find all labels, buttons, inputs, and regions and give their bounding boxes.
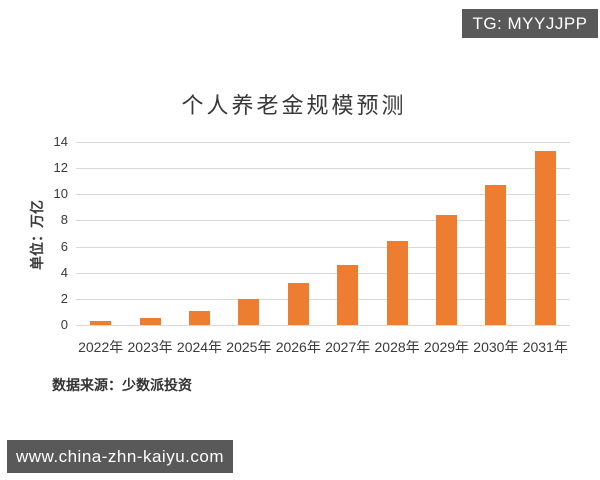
- x-tick-label: 2022年: [78, 339, 124, 355]
- y-tick-label: 4: [60, 264, 68, 280]
- y-tick-label: 12: [53, 160, 68, 176]
- gridline: [76, 142, 570, 143]
- y-tick-label: 2: [60, 290, 68, 306]
- x-tick-label: 2028年: [374, 339, 420, 355]
- x-tick-label: 2026年: [275, 339, 321, 355]
- gridline: [76, 194, 570, 196]
- bar-2023年: [139, 318, 161, 325]
- gridline: [76, 325, 570, 326]
- bar-2026年: [287, 283, 309, 325]
- chart-title: 个人养老金规模预测: [181, 93, 407, 118]
- bar-2024年: [189, 310, 210, 325]
- x-tick-label: 2025年: [226, 339, 272, 355]
- bar-2031年: [534, 151, 556, 325]
- bar-2027年: [337, 264, 359, 325]
- bar-2030年: [485, 185, 507, 325]
- x-axis-labels: 2022年 2023年 2024年 2025年 2026年 2027年 2028年 2029年…: [76, 337, 570, 355]
- y-tick-label: 8: [60, 212, 68, 228]
- x-tick-label: 2029年: [423, 339, 470, 355]
- x-tick-label: 2027年: [325, 339, 371, 355]
- x-tick-label: 2024年: [176, 339, 223, 355]
- x-tick-label: 2031年: [522, 339, 568, 355]
- plot-area: [76, 142, 570, 326]
- website-badge: www.china-zhn-kaiyu.com: [7, 440, 233, 473]
- gridline: [76, 246, 570, 248]
- y-tick-label: 6: [60, 238, 68, 254]
- gridline: [76, 272, 570, 274]
- bar-2028年: [386, 241, 408, 325]
- gridline: [76, 298, 570, 300]
- bar-2025年: [238, 298, 260, 325]
- y-axis-ticks: 0 2 4 6 8 10 12 14: [28, 134, 68, 332]
- bar-2022年: [90, 321, 112, 325]
- telegram-badge: TG: MYYJJPP: [462, 9, 598, 38]
- gridline: [76, 220, 570, 222]
- x-tick-label: 2023年: [127, 339, 173, 355]
- y-tick-label: 0: [60, 317, 68, 332]
- y-tick-label: 14: [53, 134, 68, 149]
- gridline: [76, 168, 570, 170]
- bar-2029年: [436, 215, 457, 325]
- data-source-note: 数据来源：少数派投资: [52, 377, 192, 393]
- y-tick-label: 10: [53, 186, 68, 202]
- x-tick-label: 2030年: [473, 339, 519, 355]
